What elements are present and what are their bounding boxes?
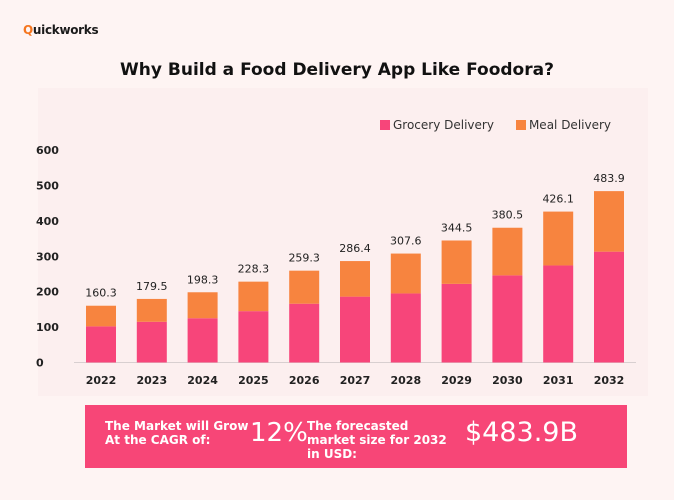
- y-tick-label: 100: [36, 321, 59, 334]
- bar-meal-2029: [441, 240, 472, 284]
- x-tick-label: 2031: [543, 374, 574, 387]
- total-label: 179.5: [136, 280, 168, 293]
- legend-label: Meal Delivery: [528, 118, 612, 132]
- total-label: 259.3: [288, 252, 320, 265]
- bar-grocery-2027: [340, 296, 370, 363]
- forecast-label: The forecasted market size for 2032 in U…: [307, 419, 447, 461]
- y-tick-label: 500: [36, 179, 59, 192]
- bar-chart: 0 100 200 300 400 500 600 160.3 2022 179.5 2023 198…: [36, 144, 636, 387]
- legend-meal: Meal Delivery: [515, 118, 612, 132]
- bar-grocery-2025: [238, 311, 269, 363]
- chart-legend: Grocery Delivery Meal Delivery: [380, 118, 611, 132]
- x-tick-label: 2024: [187, 374, 218, 387]
- bar-grocery-2024: [187, 318, 218, 363]
- total-label: 344.5: [441, 221, 473, 234]
- bar-meal-2027: [340, 261, 370, 297]
- quickworks-logo: Quickworks: [23, 23, 99, 37]
- y-tick-label: 300: [36, 250, 59, 263]
- total-label: 198.3: [187, 273, 219, 286]
- x-tick-label: 2025: [238, 374, 269, 387]
- x-tick-label: 2028: [390, 374, 421, 387]
- x-tick-label: 2029: [441, 374, 472, 387]
- bar-meal-2024: [187, 292, 218, 319]
- total-label: 426.1: [542, 193, 574, 206]
- bar-grocery-2023: [136, 321, 167, 363]
- total-label: 483.9: [593, 172, 625, 185]
- bar-meal-2023: [136, 298, 167, 322]
- x-tick-label: 2027: [340, 374, 371, 387]
- bar-grocery-2028: [390, 293, 421, 363]
- legend-swatch-grocery: [380, 120, 390, 130]
- total-label: 228.3: [238, 263, 270, 276]
- bar-grocery-2022: [86, 326, 116, 363]
- x-tick-label: 2030: [492, 374, 523, 387]
- total-label: 307.6: [390, 235, 422, 248]
- x-tick-label: 2022: [86, 374, 117, 387]
- y-tick-label: 400: [36, 215, 59, 228]
- bar-meal-2030: [492, 227, 523, 276]
- bar-meal-2026: [289, 270, 320, 304]
- forecast-value: $483.9B: [465, 417, 578, 448]
- bar-meal-2022: [86, 305, 116, 327]
- total-label: 160.3: [85, 287, 117, 300]
- page-title: Why Build a Food Delivery App Like Foodo…: [120, 60, 554, 80]
- bar-meal-2028: [390, 253, 421, 294]
- x-tick-label: 2023: [136, 374, 167, 387]
- cagr-value: 12%: [250, 418, 308, 448]
- x-tick-label: 2032: [594, 374, 625, 387]
- x-tick-label: 2026: [289, 374, 320, 387]
- bar-grocery-2029: [441, 283, 472, 363]
- stats-banner: The Market will Grow At the CAGR of: 12%…: [85, 405, 627, 468]
- y-tick-label: 600: [36, 144, 59, 157]
- total-label: 380.5: [492, 209, 524, 222]
- legend-grocery: Grocery Delivery: [380, 118, 494, 132]
- cagr-label: The Market will Grow At the CAGR of:: [105, 419, 249, 447]
- bar-meal-2032: [594, 191, 624, 252]
- bar-grocery-2031: [543, 265, 574, 363]
- logo-q: Q: [23, 23, 33, 37]
- legend-label: Grocery Delivery: [393, 118, 494, 132]
- y-tick-label: 200: [36, 286, 59, 299]
- legend-swatch-meal: [515, 120, 526, 130]
- bar-grocery-2030: [492, 275, 523, 363]
- total-label: 286.4: [339, 242, 371, 255]
- logo-text: uickworks: [32, 23, 99, 37]
- bar-meal-2031: [543, 211, 574, 266]
- y-tick-label: 0: [36, 357, 44, 370]
- bar-meal-2025: [238, 281, 269, 312]
- bar-grocery-2026: [289, 303, 320, 363]
- bar-grocery-2032: [594, 251, 624, 363]
